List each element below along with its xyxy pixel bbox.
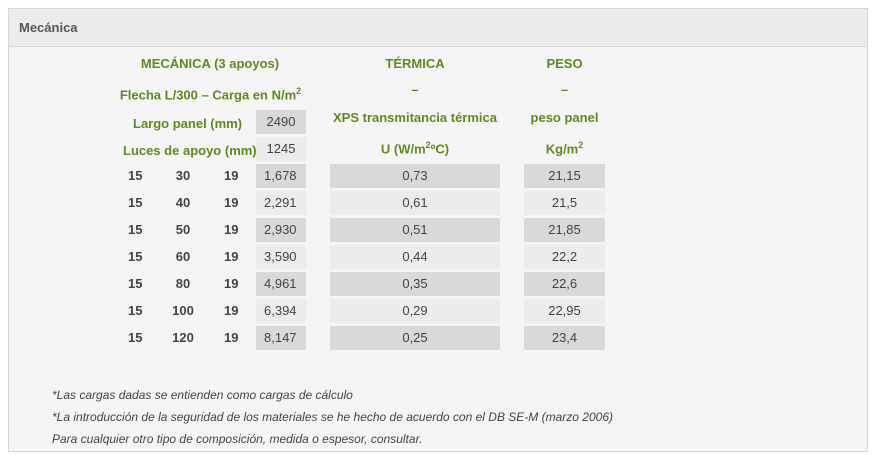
transmitancia-value: 0,51 xyxy=(330,218,500,242)
peso-value: 22,6 xyxy=(524,272,605,296)
row-col-a: 15 xyxy=(128,330,143,345)
row-col-c: 19 xyxy=(224,330,239,345)
note-2: *La introducción de la seguridad de los … xyxy=(52,410,613,424)
carga-value: 6,394 xyxy=(256,299,306,323)
transmitancia-value: 0,61 xyxy=(330,191,500,215)
transmitancia-value: 0,44 xyxy=(330,245,500,269)
transmitancia-value: 0,29 xyxy=(330,299,500,323)
row-col-a: 15 xyxy=(128,276,143,291)
luces-value: 1245 xyxy=(256,137,306,161)
transmitancia-value: 0,35 xyxy=(330,272,500,296)
peso-value: 22,2 xyxy=(524,245,605,269)
row-col-a: 15 xyxy=(128,222,143,237)
carga-value: 8,147 xyxy=(256,326,306,350)
row-col-c: 19 xyxy=(224,195,239,210)
row-col-a: 15 xyxy=(128,168,143,183)
largo-label: Largo panel (mm) xyxy=(133,116,243,131)
row-col-c: 19 xyxy=(224,249,239,264)
peso-dash: – xyxy=(560,82,569,97)
row-col-b: 30 xyxy=(175,168,191,183)
row-col-b: 80 xyxy=(175,276,191,291)
panel-title: Mecánica xyxy=(9,9,867,47)
termica-unit: U (W/m2ºC) xyxy=(380,140,450,157)
row-col-a: 15 xyxy=(128,195,143,210)
note-1: *Las cargas dadas se entienden como carg… xyxy=(52,388,353,402)
peso-header: PESO xyxy=(546,56,583,71)
peso-value: 21,15 xyxy=(524,164,605,188)
flecha-label: Flecha L/300 – Carga en N/m2 xyxy=(119,86,302,103)
termica-dash: – xyxy=(411,82,419,97)
row-col-b: 120 xyxy=(172,330,194,345)
peso-value: 22,95 xyxy=(524,299,605,323)
mecanica-panel: Mecánica xyxy=(8,8,868,452)
termica-desc: XPS transmitancia térmica xyxy=(332,110,498,125)
termica-header: TÉRMICA xyxy=(385,56,445,71)
peso-desc: peso panel xyxy=(530,110,599,125)
row-col-a: 15 xyxy=(128,249,143,264)
carga-value: 1,678 xyxy=(256,164,306,188)
luces-label: Luces de apoyo (mm) xyxy=(123,143,257,158)
peso-value: 23,4 xyxy=(524,326,605,350)
peso-value: 21,5 xyxy=(524,191,605,215)
transmitancia-value: 0,73 xyxy=(330,164,500,188)
row-col-a: 15 xyxy=(128,303,143,318)
peso-unit: Kg/m2 xyxy=(545,140,584,157)
row-col-c: 19 xyxy=(224,168,239,183)
carga-value: 2,930 xyxy=(256,218,306,242)
row-col-b: 40 xyxy=(175,195,191,210)
carga-value: 4,961 xyxy=(256,272,306,296)
row-col-b: 100 xyxy=(172,303,194,318)
transmitancia-value: 0,25 xyxy=(330,326,500,350)
peso-value: 21,85 xyxy=(524,218,605,242)
row-col-c: 19 xyxy=(224,222,239,237)
carga-value: 3,590 xyxy=(256,245,306,269)
largo-value: 2490 xyxy=(256,110,306,134)
row-col-c: 19 xyxy=(224,276,239,291)
row-col-b: 60 xyxy=(175,249,191,264)
carga-value: 2,291 xyxy=(256,191,306,215)
row-col-b: 50 xyxy=(175,222,191,237)
note-3: Para cualquier otro tipo de composición,… xyxy=(52,432,423,446)
row-col-c: 19 xyxy=(224,303,239,318)
mecanica-header: MECÁNICA (3 apoyos) xyxy=(140,56,280,71)
